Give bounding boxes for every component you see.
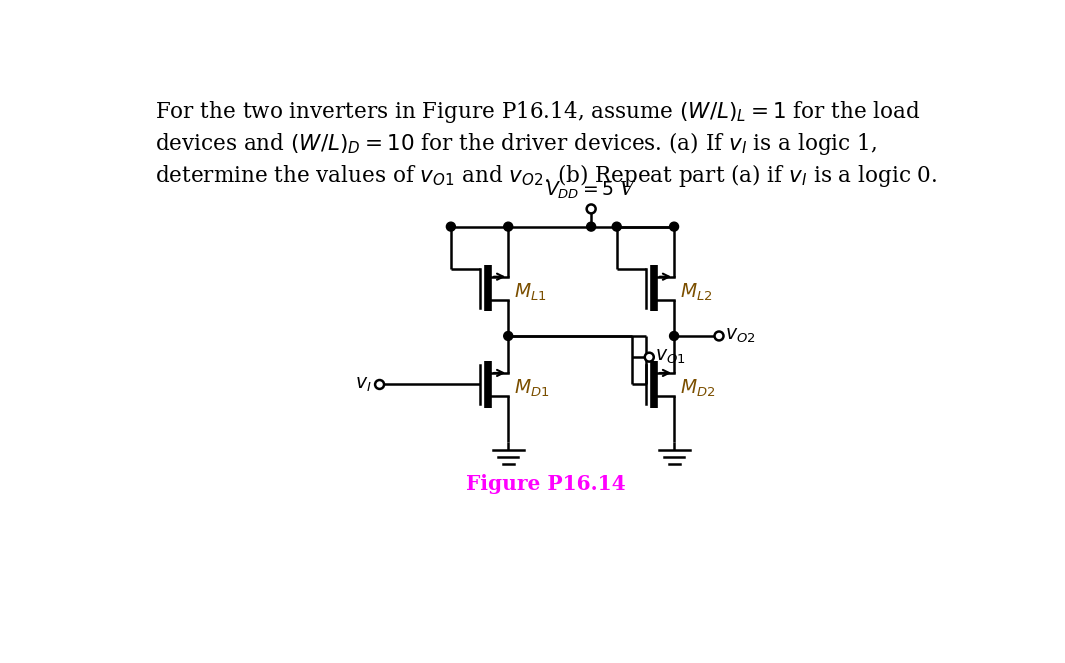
Text: For the two inverters in Figure P16.14, assume $(W/L)_L = 1$ for the load: For the two inverters in Figure P16.14, … [154, 99, 920, 125]
Text: $v_I$: $v_I$ [356, 375, 372, 394]
Circle shape [612, 222, 621, 231]
Text: $M_{D2}$: $M_{D2}$ [681, 378, 716, 399]
Text: devices and $(W/L)_D = 10$ for the driver devices. (a) If $v_I$ is a logic 1,: devices and $(W/L)_D = 10$ for the drive… [154, 131, 876, 157]
Circle shape [446, 222, 456, 231]
Circle shape [670, 222, 678, 231]
Text: $V_{DD} = 5$ V: $V_{DD} = 5$ V [545, 180, 637, 201]
Circle shape [587, 222, 595, 231]
Circle shape [644, 353, 654, 361]
Circle shape [375, 380, 384, 389]
Text: $v_{O1}$: $v_{O1}$ [655, 348, 686, 366]
Circle shape [715, 332, 723, 340]
Text: Figure P16.14: Figure P16.14 [465, 474, 625, 494]
Text: $M_{D1}$: $M_{D1}$ [514, 378, 550, 399]
Circle shape [504, 332, 512, 340]
Text: $M_{L1}$: $M_{L1}$ [514, 281, 547, 303]
Text: determine the values of $v_{O1}$ and $v_{O2}$. (b) Repeat part (a) if $v_I$ is a: determine the values of $v_{O1}$ and $v_… [154, 162, 937, 189]
Text: $v_{O2}$: $v_{O2}$ [725, 327, 756, 345]
Circle shape [670, 332, 678, 340]
Text: $M_{L2}$: $M_{L2}$ [681, 281, 712, 303]
Circle shape [504, 222, 512, 231]
Circle shape [587, 204, 595, 213]
